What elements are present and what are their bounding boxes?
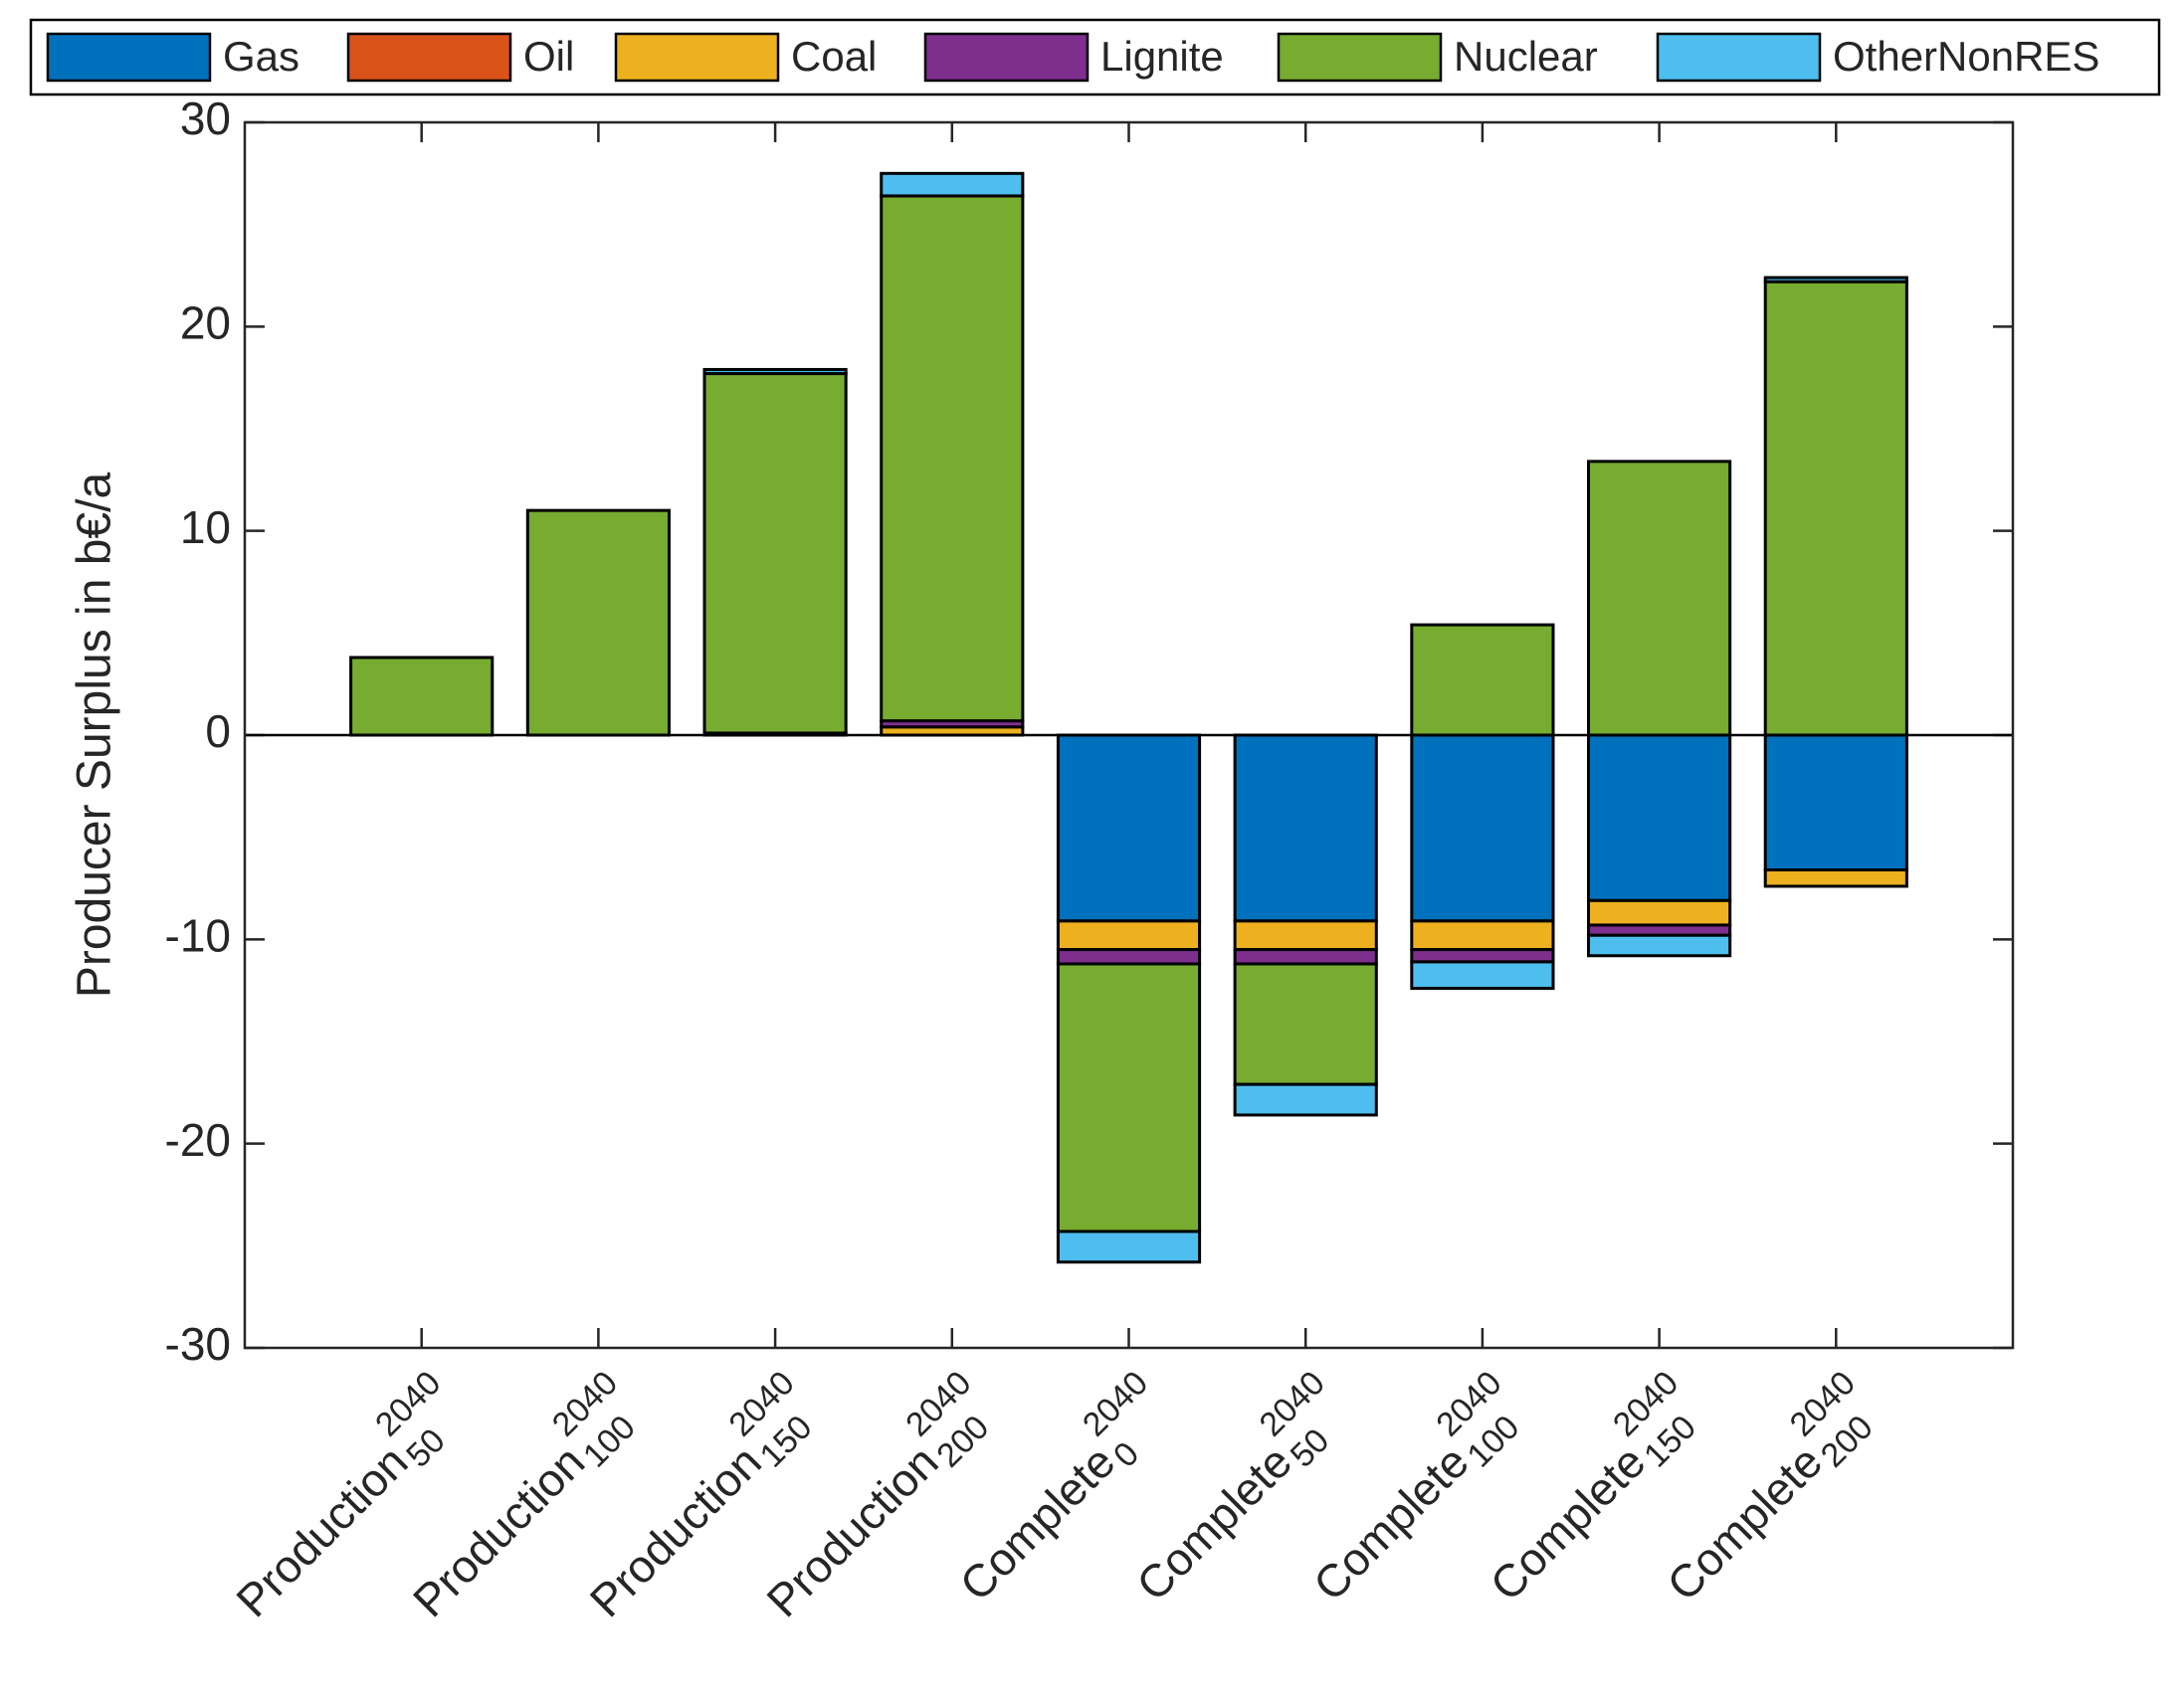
bar-segment	[1233, 1082, 1378, 1117]
bar-segment	[702, 372, 848, 735]
bar-segment	[1056, 919, 1202, 952]
bar-segment	[1410, 919, 1555, 952]
bar-segment	[1233, 948, 1378, 966]
bar-segment	[1763, 276, 1908, 284]
y-tick-label: -10	[165, 909, 231, 961]
legend-swatch	[1656, 32, 1822, 83]
axes-border	[243, 120, 2015, 1350]
bar-segment	[1587, 933, 1732, 958]
legend-label: Coal	[791, 33, 877, 80]
bar-segment	[1233, 919, 1378, 952]
bar-segment	[880, 171, 1025, 198]
y-tick-label: -30	[165, 1318, 231, 1370]
bar-segment	[1587, 733, 1732, 902]
y-tick-label: 30	[180, 93, 231, 144]
bar-segment	[1587, 460, 1732, 737]
bar-segment	[349, 656, 495, 737]
bar-segment	[1410, 623, 1555, 737]
bar-segment	[1233, 733, 1378, 923]
bar-segment	[1410, 733, 1555, 923]
legend-swatch	[923, 32, 1090, 83]
y-axis-label: Producer Surplus in b€/a	[69, 473, 121, 999]
bar-segment	[880, 194, 1025, 723]
bar-segment	[1056, 733, 1202, 923]
bar-segment	[702, 367, 848, 376]
legend-swatch	[46, 32, 212, 83]
bar-segment	[1056, 962, 1202, 1233]
bar-segment	[1410, 960, 1555, 991]
legend-label: Gas	[223, 33, 299, 80]
bar-segment	[1763, 868, 1908, 888]
bar-segment	[1763, 280, 1908, 737]
bar-segment	[525, 508, 671, 737]
legend-label: Nuclear	[1454, 33, 1598, 80]
y-tick-label: 0	[205, 705, 231, 757]
bar-segment	[1763, 733, 1908, 872]
bar-segment	[1587, 898, 1732, 927]
legend-label: OtherNonRES	[1833, 33, 2099, 80]
legend-swatch	[346, 32, 512, 83]
legend-swatch	[614, 32, 780, 83]
bar-segment	[1056, 1230, 1202, 1264]
bar-segment	[1410, 948, 1555, 964]
y-tick-label: -20	[165, 1114, 231, 1166]
legend-swatch	[1277, 32, 1443, 83]
legend-label: Oil	[523, 33, 574, 80]
legend-label: Lignite	[1100, 33, 1224, 80]
bar-segment	[1587, 923, 1732, 937]
bar-segment	[1056, 948, 1202, 966]
bar-segment	[1233, 962, 1378, 1086]
y-tick-label: 10	[180, 501, 231, 553]
y-tick-label: 20	[180, 296, 231, 348]
